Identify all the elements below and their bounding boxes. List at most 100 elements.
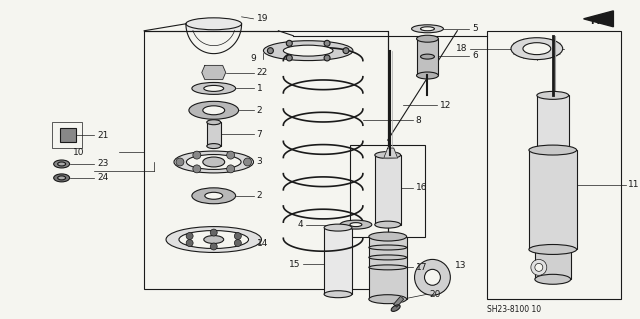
Bar — [529, 150, 577, 249]
Ellipse shape — [192, 82, 236, 94]
Text: 10: 10 — [73, 148, 84, 157]
Text: 2: 2 — [257, 106, 262, 115]
Circle shape — [211, 229, 217, 236]
Text: 3: 3 — [257, 158, 262, 167]
Ellipse shape — [369, 265, 406, 270]
Ellipse shape — [369, 295, 406, 304]
Text: 24: 24 — [97, 174, 109, 182]
Text: 17: 17 — [415, 263, 427, 272]
Bar — [60, 128, 76, 142]
Ellipse shape — [207, 144, 221, 149]
Text: 23: 23 — [97, 160, 109, 168]
Polygon shape — [584, 11, 613, 27]
Ellipse shape — [324, 291, 352, 298]
Text: 9: 9 — [251, 54, 257, 63]
Text: 14: 14 — [257, 239, 268, 248]
Text: 2: 2 — [257, 191, 262, 200]
Bar — [487, 31, 621, 299]
Bar — [535, 249, 571, 279]
Circle shape — [286, 55, 292, 61]
Polygon shape — [384, 148, 397, 158]
Circle shape — [211, 243, 217, 250]
Circle shape — [227, 165, 235, 173]
Text: 12: 12 — [440, 101, 452, 110]
Ellipse shape — [174, 151, 253, 173]
Ellipse shape — [537, 146, 569, 154]
Circle shape — [324, 40, 330, 46]
Ellipse shape — [529, 145, 577, 155]
Ellipse shape — [375, 152, 401, 159]
Circle shape — [424, 269, 440, 285]
Circle shape — [286, 40, 292, 46]
Ellipse shape — [375, 221, 401, 228]
Ellipse shape — [54, 160, 70, 168]
Text: FR.: FR. — [591, 16, 609, 26]
Ellipse shape — [204, 85, 224, 92]
Ellipse shape — [369, 255, 406, 260]
Text: 22: 22 — [257, 68, 268, 77]
Ellipse shape — [284, 45, 333, 56]
Ellipse shape — [203, 106, 225, 115]
Text: 4: 4 — [298, 220, 303, 229]
Ellipse shape — [203, 157, 225, 167]
Bar — [207, 122, 221, 146]
Text: 21: 21 — [97, 131, 109, 140]
Ellipse shape — [205, 192, 223, 199]
Bar — [52, 122, 81, 148]
Ellipse shape — [58, 176, 66, 180]
Circle shape — [343, 48, 349, 54]
Circle shape — [324, 55, 330, 61]
Ellipse shape — [324, 224, 352, 231]
Circle shape — [535, 263, 543, 271]
Bar — [537, 95, 569, 150]
Text: 5: 5 — [472, 24, 478, 33]
Ellipse shape — [189, 101, 239, 119]
Text: 20: 20 — [429, 290, 441, 299]
Ellipse shape — [511, 38, 563, 60]
Ellipse shape — [186, 18, 241, 30]
Text: 8: 8 — [415, 116, 421, 125]
Text: 13: 13 — [455, 261, 467, 270]
Ellipse shape — [369, 245, 406, 250]
Bar — [369, 237, 406, 299]
Ellipse shape — [420, 54, 435, 59]
Bar — [375, 155, 401, 225]
Bar — [324, 227, 352, 294]
Circle shape — [415, 259, 451, 295]
Circle shape — [186, 233, 193, 240]
Polygon shape — [186, 24, 241, 54]
Ellipse shape — [264, 41, 353, 61]
Ellipse shape — [350, 223, 362, 226]
Circle shape — [227, 151, 235, 159]
Ellipse shape — [179, 231, 248, 249]
Circle shape — [186, 240, 193, 247]
Polygon shape — [394, 296, 404, 307]
Circle shape — [234, 240, 241, 247]
Ellipse shape — [417, 72, 438, 79]
Bar — [144, 31, 388, 289]
Circle shape — [193, 165, 201, 173]
Ellipse shape — [192, 188, 236, 204]
Circle shape — [244, 158, 252, 166]
Circle shape — [268, 48, 273, 54]
Ellipse shape — [391, 305, 400, 311]
Ellipse shape — [58, 162, 66, 166]
Circle shape — [193, 151, 201, 159]
Ellipse shape — [417, 35, 438, 42]
Text: 16: 16 — [415, 183, 427, 192]
Text: 18: 18 — [456, 44, 467, 53]
Ellipse shape — [420, 27, 435, 31]
Circle shape — [176, 158, 184, 166]
Text: 1: 1 — [257, 84, 262, 93]
Circle shape — [234, 233, 241, 240]
Ellipse shape — [529, 244, 577, 255]
Text: 15: 15 — [289, 260, 300, 269]
Ellipse shape — [340, 220, 372, 229]
Polygon shape — [202, 65, 226, 79]
Ellipse shape — [207, 120, 221, 125]
Text: 11: 11 — [628, 180, 640, 189]
Text: 19: 19 — [257, 14, 268, 23]
Ellipse shape — [412, 25, 444, 33]
Text: SH23-8100 10: SH23-8100 10 — [487, 305, 541, 314]
Ellipse shape — [186, 154, 241, 169]
